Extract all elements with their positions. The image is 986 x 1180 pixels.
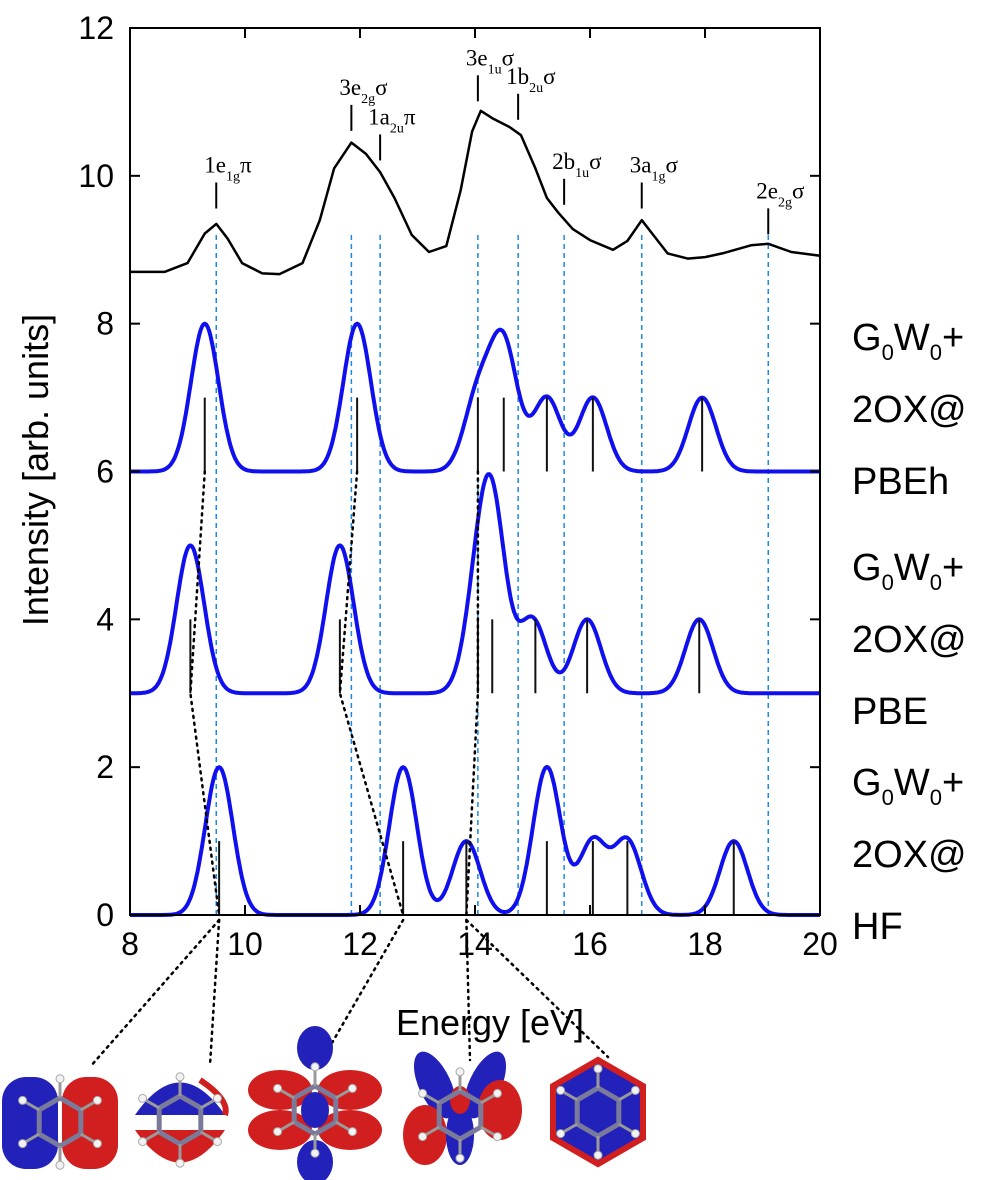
y-tick-label: 10: [78, 158, 114, 194]
theory-curve-0: [129, 321, 821, 474]
theory-curve-1: [129, 472, 821, 696]
hydrogen-atom: [18, 1095, 28, 1105]
hydrogen-atom: [138, 1137, 148, 1147]
hydrogen-atom: [418, 1132, 428, 1142]
hydrogen-atom: [492, 1088, 502, 1098]
series-label-line: G0W0+: [852, 762, 964, 810]
y-tick-label: 2: [96, 749, 114, 785]
hydrogen-atom: [273, 1083, 283, 1093]
experiment-curve: [130, 109, 821, 276]
orbital-lobe: [2, 1077, 58, 1169]
hydrogen-atom: [55, 1160, 65, 1170]
orbital-connector: [323, 918, 405, 1057]
hydrogen-atom: [492, 1132, 502, 1142]
x-tick-label: 20: [802, 926, 838, 962]
series-label-line: G0W0+: [852, 317, 964, 365]
series-label-line: HF: [852, 906, 903, 948]
theory-curve-2: [129, 764, 821, 917]
hydrogen-atom: [92, 1139, 102, 1149]
1e1g-orbital-b: [135, 1072, 229, 1168]
hydrogen-atom: [212, 1093, 222, 1103]
series-label-line: 2OX@: [852, 834, 967, 876]
hydrogen-atom: [556, 1129, 566, 1139]
hydrogen-atom: [273, 1127, 283, 1137]
x-tick-label: 14: [457, 926, 493, 962]
x-tick-label: 18: [687, 926, 723, 962]
correspondence-dotted-line: [189, 470, 221, 917]
hydrogen-atom: [347, 1127, 357, 1137]
1e1g-orbital-a: [2, 1074, 118, 1170]
stick-spectra: [189, 397, 735, 915]
hydrogen-atom: [630, 1129, 640, 1139]
y-tick-label: 6: [96, 454, 114, 490]
hydrogen-atom: [455, 1067, 465, 1077]
y-axis-label: Intensity [arb. units]: [15, 314, 56, 626]
hydrogen-atom: [92, 1095, 102, 1105]
x-tick-label: 8: [121, 926, 139, 962]
plot-frame: [129, 27, 821, 916]
peak-label: 2b1uσ: [552, 149, 602, 181]
hydrogen-atom: [310, 1148, 320, 1158]
peak-label: 3e1uσ: [466, 45, 515, 77]
orbital-lobe: [301, 1092, 329, 1128]
hydrogen-atom: [310, 1062, 320, 1072]
orbital-connector: [88, 918, 221, 1069]
x-tick-label: 16: [572, 926, 608, 962]
series-label-line: 2OX@: [852, 619, 967, 661]
orbital-lobe: [478, 1080, 522, 1140]
peak-label: 3a1gσ: [630, 152, 679, 184]
x-axis-label: Energy [eV]: [396, 1002, 584, 1043]
correspondence-lines: [88, 470, 610, 1069]
y-tick-label: 12: [78, 10, 114, 46]
hydrogen-atom: [455, 1153, 465, 1163]
hydrogen-atom: [18, 1139, 28, 1149]
hydrogen-atom: [593, 1150, 603, 1160]
hydrogen-atom: [175, 1158, 185, 1168]
spectra: [129, 109, 821, 917]
orbital-connector: [465, 918, 472, 1062]
peak-label: 1e1gπ: [204, 152, 252, 184]
peak-label: 1b2uσ: [506, 64, 556, 96]
hydrogen-atom: [138, 1093, 148, 1103]
hydrogen-atom: [212, 1137, 222, 1147]
x-tick-label: 10: [227, 926, 263, 962]
3e2g-orbital: [248, 1026, 382, 1180]
hydrogen-atom: [630, 1085, 640, 1095]
orbital-images: [2, 1026, 646, 1180]
peak-label: 3e2gσ: [339, 75, 388, 107]
orbital-lobe: [297, 1026, 333, 1070]
peak-label: 1a2uπ: [368, 104, 416, 136]
orbital-lobe: [446, 1105, 474, 1165]
orbital-lobe: [62, 1077, 118, 1169]
orbital-connector: [208, 918, 221, 1067]
series-label-line: PBE: [852, 691, 928, 733]
peak-label: 2e2gσ: [756, 178, 805, 210]
axis-ticks: 8 10 12 14 16 18 20 0 2 4 6 8 10 12: [78, 10, 837, 962]
hydrogen-atom: [593, 1064, 603, 1074]
y-tick-label: 0: [96, 897, 114, 933]
hydrogen-atom: [418, 1088, 428, 1098]
orbital-connector: [465, 918, 610, 1059]
series-label-line: G0W0+: [852, 547, 964, 595]
hydrogen-atom: [175, 1072, 185, 1082]
orbital-lobe: [550, 1056, 646, 1168]
3e1u-orbital-a: [403, 1051, 522, 1165]
orbital-lobe: [297, 1140, 333, 1180]
series-label-line: 2OX@: [852, 389, 967, 431]
hydrogen-atom: [55, 1074, 65, 1084]
correspondence-dotted-line: [465, 470, 480, 917]
y-tick-label: 4: [96, 601, 114, 637]
x-tick-label: 12: [342, 926, 378, 962]
hydrogen-atom: [556, 1085, 566, 1095]
3e1u-orbital-b: [550, 1056, 646, 1168]
hydrogen-atom: [347, 1083, 357, 1093]
y-tick-label: 8: [96, 306, 114, 342]
series-label-line: PBEh: [852, 461, 949, 503]
plot-area-border: [129, 27, 821, 916]
series-labels: G0W0+ 2OX@ PBEh G0W0+ 2OX@ PBE G0W0+ 2OX@ HF: [852, 317, 967, 948]
